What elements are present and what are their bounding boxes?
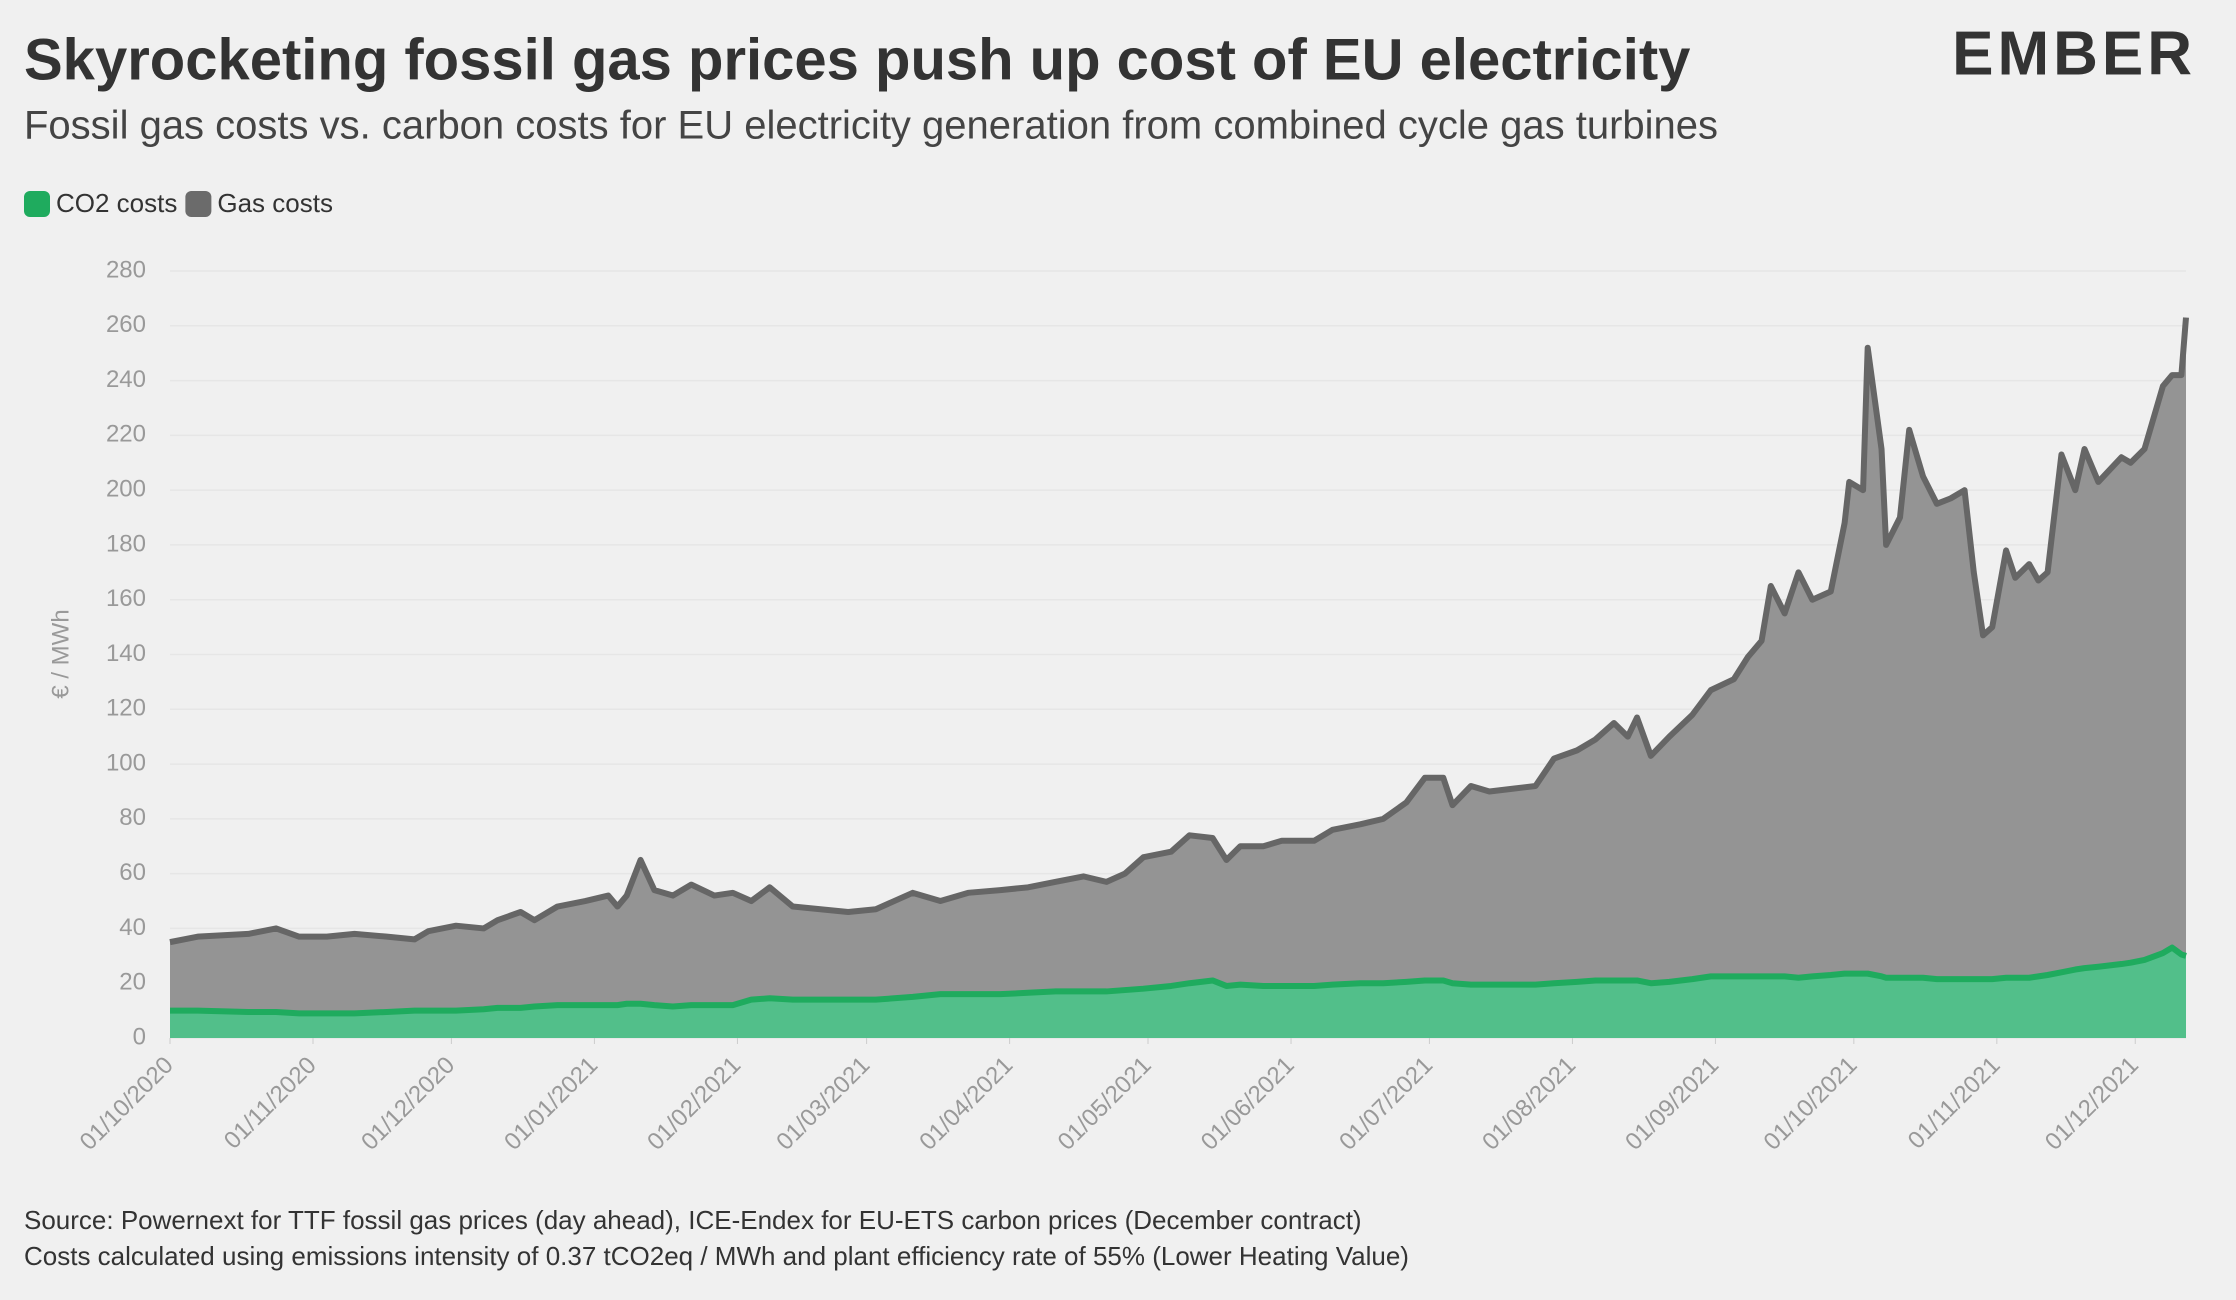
y-tick-label: 20 xyxy=(119,969,146,996)
x-tick-label: 01/05/2021 xyxy=(1053,1052,1157,1156)
source: Source: Powernext for TTF fossil gas pri… xyxy=(24,1205,1362,1235)
y-tick-label: 100 xyxy=(106,749,146,776)
x-tick-label: 01/10/2020 xyxy=(75,1052,179,1156)
y-tick-label: 80 xyxy=(119,804,146,831)
x-tick-label: 01/09/2021 xyxy=(1620,1052,1724,1156)
y-tick-label: 220 xyxy=(106,421,146,448)
y-axis-label: € / MWh xyxy=(47,609,74,698)
x-tick-label: 01/11/2020 xyxy=(219,1052,322,1155)
chart-title: Skyrocketing fossil gas prices push up c… xyxy=(24,27,1690,92)
y-tick-label: 120 xyxy=(106,695,146,722)
x-tick-label: 01/01/2021 xyxy=(499,1052,603,1156)
y-tick-label: 40 xyxy=(119,914,146,941)
x-tick-label: 01/11/2021 xyxy=(1903,1052,2006,1155)
y-tick-label: 260 xyxy=(106,311,146,338)
x-tick-label: 01/06/2021 xyxy=(1196,1052,1300,1156)
y-tick-label: 240 xyxy=(106,366,146,393)
x-tick-label: 01/12/2020 xyxy=(356,1052,460,1156)
x-tick-label: 01/10/2021 xyxy=(1759,1052,1863,1156)
y-tick-label: 60 xyxy=(119,859,146,886)
y-tick-label: 140 xyxy=(106,640,146,667)
y-tick-label: 280 xyxy=(106,256,146,283)
y-tick-label: 0 xyxy=(133,1023,146,1050)
y-tick-label: 200 xyxy=(106,475,146,502)
x-tick-label: 01/02/2021 xyxy=(642,1052,746,1156)
y-tick-label: 180 xyxy=(106,530,146,557)
x-tick-label: 01/08/2021 xyxy=(1477,1052,1581,1156)
x-tick-label: 01/12/2021 xyxy=(2040,1052,2144,1156)
legend-label: CO2 costs xyxy=(56,188,177,218)
legend-swatch xyxy=(185,191,212,217)
line xyxy=(170,944,2187,1017)
note: Costs calculated using emissions intensi… xyxy=(24,1241,1409,1271)
line xyxy=(169,317,2189,946)
logo: EMBER xyxy=(1952,19,2196,88)
area xyxy=(170,317,2186,1014)
legend-label: Gas costs xyxy=(217,188,333,218)
legend-swatch xyxy=(24,191,50,217)
y-tick-label: 160 xyxy=(106,585,146,612)
x-tick-label: 01/03/2021 xyxy=(771,1052,875,1156)
chart-subtitle: Fossil gas costs vs. carbon costs for EU… xyxy=(24,104,1718,148)
x-tick-label: 01/07/2021 xyxy=(1334,1052,1438,1156)
x-tick-label: 01/04/2021 xyxy=(914,1052,1018,1156)
area xyxy=(170,947,2186,1038)
